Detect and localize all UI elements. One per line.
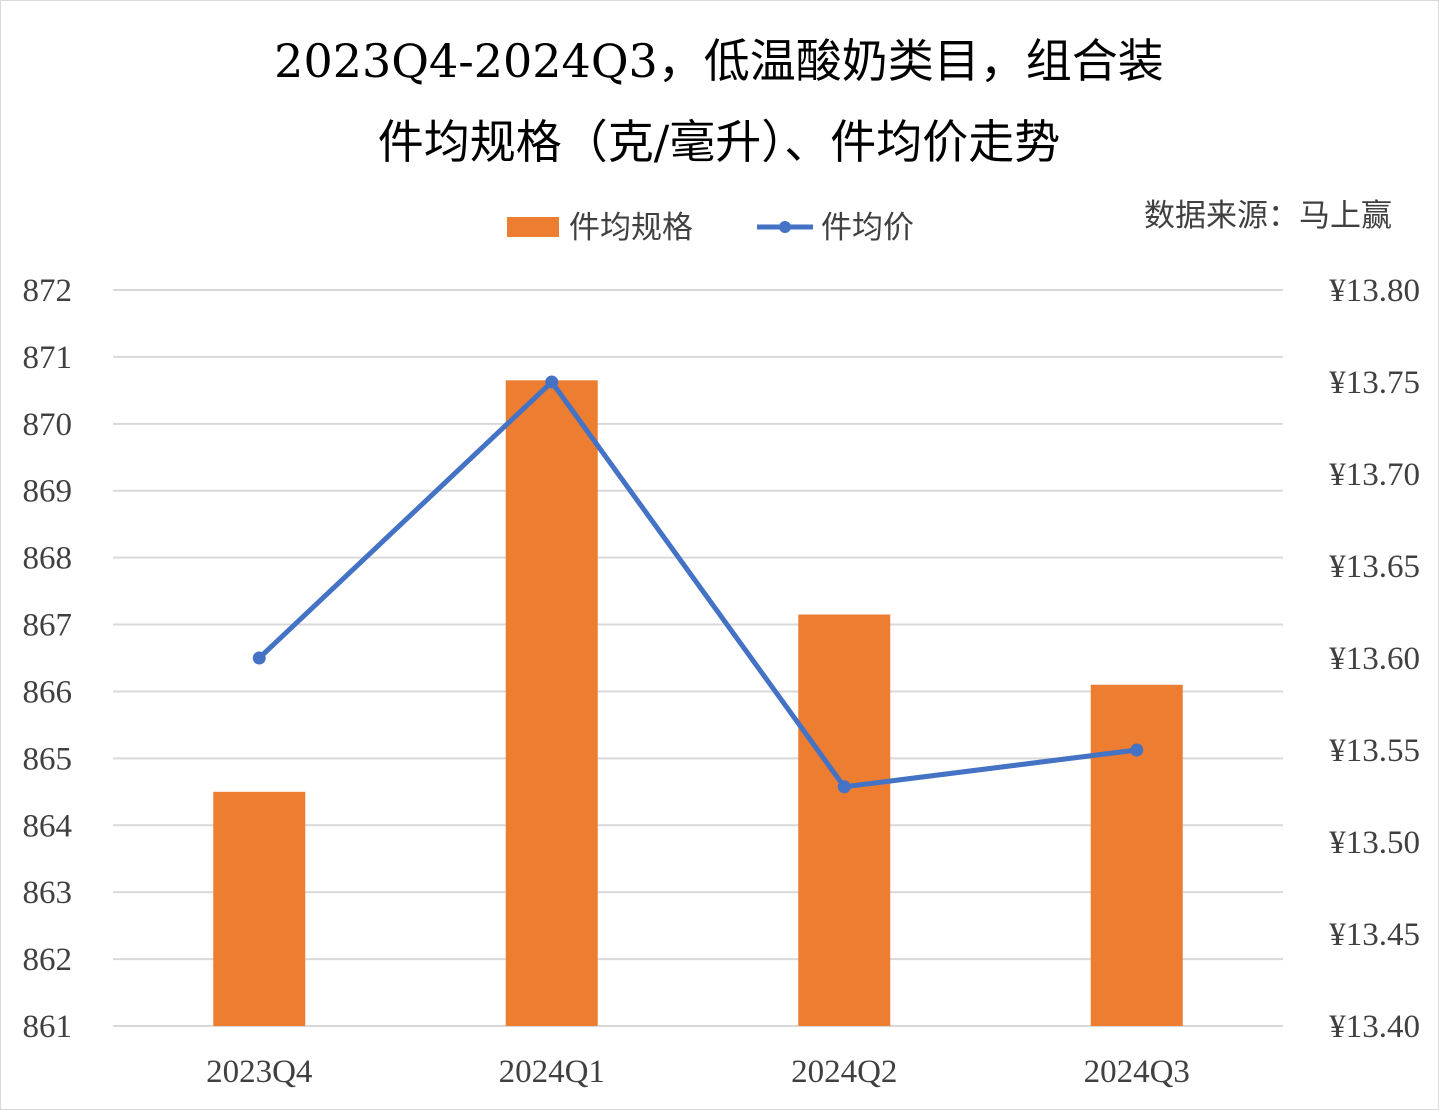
legend-line-marker xyxy=(779,221,791,233)
price-point xyxy=(252,651,266,665)
chart-title-line2: 件均规格（克/毫升）、件均价走势 xyxy=(378,115,1061,169)
price-point xyxy=(837,780,851,794)
y-left-tick-label: 867 xyxy=(23,608,73,644)
y-left-tick-label: 861 xyxy=(23,1009,73,1045)
legend: 件均规格 件均价 xyxy=(507,210,914,246)
x-tick-label: 2024Q1 xyxy=(499,1054,605,1090)
data-source-note: 数据来源：马上赢 xyxy=(1144,198,1392,234)
y-right-tick-label: ¥13.55 xyxy=(1329,733,1420,769)
bar xyxy=(1090,684,1183,1026)
y-right-tick-label: ¥13.45 xyxy=(1329,917,1420,953)
legend-bar-swatch xyxy=(507,217,559,237)
price-line-path xyxy=(257,379,1138,790)
y-right-tick-label: ¥13.60 xyxy=(1329,641,1420,677)
bar xyxy=(213,791,306,1026)
bars xyxy=(213,380,1183,1026)
y-right-tick-label: ¥13.40 xyxy=(1329,1009,1420,1045)
x-tick-label: 2024Q3 xyxy=(1084,1054,1190,1090)
y-left-tick-label: 872 xyxy=(23,273,73,309)
y-right-tick-label: ¥13.70 xyxy=(1329,457,1420,493)
legend-line-label: 件均价 xyxy=(821,210,914,246)
bar xyxy=(505,380,598,1026)
y-left-tick-label: 864 xyxy=(23,808,73,844)
y-left-tick-label: 870 xyxy=(23,407,73,443)
y-left-tick-label: 865 xyxy=(23,741,73,777)
legend-bar-label: 件均规格 xyxy=(569,210,693,246)
y-left-tick-label: 871 xyxy=(23,340,73,376)
x-axis: 2023Q4 2024Q1 2024Q2 2024Q3 xyxy=(206,1054,1190,1090)
y-left-tick-label: 866 xyxy=(23,674,73,710)
y-axis-right: ¥13.40 ¥13.45 ¥13.50 ¥13.55 ¥13.60 ¥13.65 ¥13.… xyxy=(1329,273,1420,1045)
y-left-tick-label: 868 xyxy=(23,541,73,577)
x-tick-label: 2023Q4 xyxy=(206,1054,312,1090)
y-left-tick-label: 869 xyxy=(23,474,73,510)
bar xyxy=(798,614,891,1026)
y-left-tick-label: 863 xyxy=(23,875,73,911)
price-point xyxy=(545,375,559,389)
y-right-tick-label: ¥13.75 xyxy=(1329,365,1420,401)
price-point xyxy=(1130,743,1144,757)
price-line xyxy=(252,375,1144,794)
chart-title-line1: 2023Q4-2024Q3，低温酸奶类目，组合装 xyxy=(274,34,1164,88)
y-right-tick-label: ¥13.65 xyxy=(1329,549,1420,585)
y-left-tick-label: 862 xyxy=(23,942,73,978)
y-axis-left: 861 862 863 864 865 866 867 868 869 870 871 872 xyxy=(23,273,73,1045)
y-right-tick-label: ¥13.50 xyxy=(1329,825,1420,861)
x-tick-label: 2024Q2 xyxy=(791,1054,897,1090)
y-right-tick-label: ¥13.80 xyxy=(1329,273,1420,309)
